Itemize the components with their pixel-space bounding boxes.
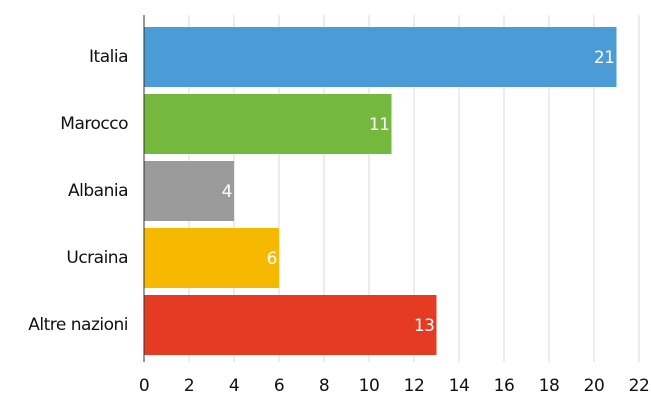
data-label: 6 — [267, 249, 277, 269]
data-label: 11 — [369, 115, 390, 135]
x-tick-label: 10 — [359, 376, 380, 396]
x-tick-label: 16 — [494, 376, 515, 396]
data-label: 13 — [414, 316, 435, 336]
x-tick-label: 4 — [229, 376, 239, 396]
x-tick-label: 6 — [274, 376, 284, 396]
bar — [144, 228, 279, 288]
x-tick-label: 12 — [404, 376, 425, 396]
data-label: 4 — [222, 182, 232, 202]
y-tick-label: Altre nazioni — [28, 315, 128, 335]
y-tick-label: Marocco — [60, 114, 128, 134]
x-tick-label: 22 — [629, 376, 650, 396]
bar — [144, 94, 392, 154]
y-tick-label: Ucraina — [66, 248, 128, 268]
x-tick-label: 14 — [449, 376, 470, 396]
bar — [144, 295, 437, 355]
bar — [144, 27, 617, 87]
x-tick-label: 18 — [539, 376, 560, 396]
x-tick-label: 20 — [584, 376, 605, 396]
y-tick-label: Italia — [89, 47, 128, 67]
x-tick-label: 2 — [184, 376, 194, 396]
bar — [144, 161, 234, 221]
y-tick-label: Albania — [68, 181, 128, 201]
x-tick-label: 8 — [319, 376, 329, 396]
x-tick-label: 0 — [139, 376, 149, 396]
data-label: 21 — [594, 48, 615, 68]
